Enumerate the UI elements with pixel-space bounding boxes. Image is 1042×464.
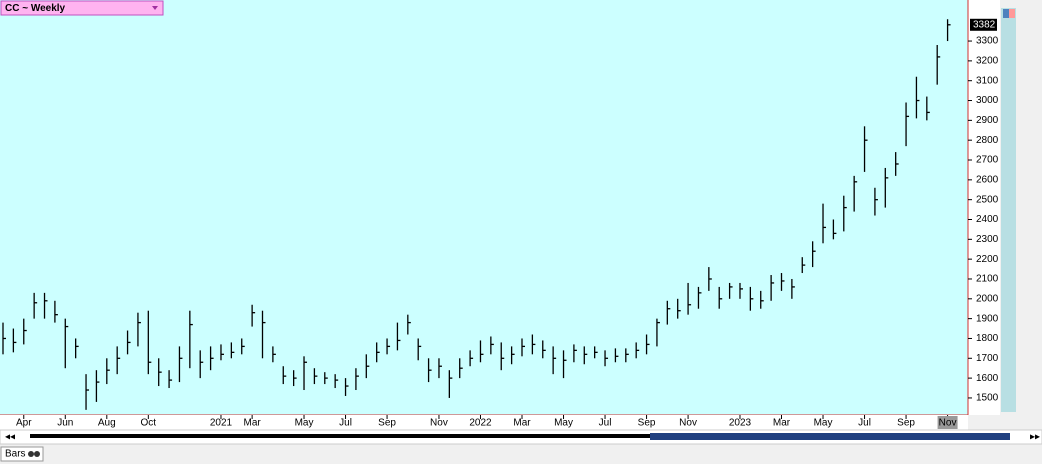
x-label-highlight [937,416,958,429]
x-tick-label: Aug [98,418,116,429]
y-tick-label: 2000 [976,293,999,304]
y-tick-label: 2300 [976,234,999,245]
x-tick-label: May [554,418,573,429]
x-tick-label: Nov [430,418,448,429]
price-axis [968,0,1000,415]
y-tick-label: 2200 [976,254,999,265]
x-tick-label: Mar [773,418,791,429]
mini-button[interactable] [1003,9,1009,18]
y-tick-label: 3300 [976,36,999,47]
side-scroll [1001,8,1016,412]
scroll-track [30,434,1010,438]
x-tick-label: May [295,418,314,429]
x-tick-label: Nov [939,418,957,429]
x-tick-label: Jul [599,418,612,429]
symbol-dropdown[interactable] [0,0,164,16]
y-tick-label: 1500 [976,393,999,404]
y-tick-label: 1900 [976,313,999,324]
x-tick-label: Sep [897,418,915,429]
tab-label: Bars [5,449,26,460]
x-tick-label: Mar [244,418,262,429]
y-tick-label: 1700 [976,353,999,364]
time-axis [0,415,968,430]
x-tick-label: Mar [513,418,531,429]
y-tick-label: 1800 [976,333,999,344]
y-tick-label: 3200 [976,56,999,67]
y-tick-label: 2900 [976,115,999,126]
y-tick-label: 3000 [976,95,999,106]
y-tick-label: 2500 [976,194,999,205]
last-price-box [970,18,997,31]
x-tick-label: Jul [858,418,871,429]
chart-title: CC ~ Weekly [5,3,66,14]
x-tick-label: Jul [339,418,352,429]
x-tick-label: 2023 [729,418,752,429]
x-tick-label: Oct [141,418,157,429]
x-tick-label: Sep [638,418,656,429]
y-tick-label: 1600 [976,373,999,384]
tab[interactable] [0,446,44,462]
x-tick-label: May [814,418,833,429]
x-tick-label: Sep [378,418,396,429]
y-tick-label: 2800 [976,135,999,146]
x-tick-label: 2022 [469,418,492,429]
dropdown-arrow[interactable] [152,6,158,10]
y-tick-label: 3100 [976,75,999,86]
x-tick-label: Apr [16,418,32,429]
y-tick-label: 2600 [976,174,999,185]
scroll-right[interactable]: ▸▸ [1030,432,1040,443]
y-tick-label: 2400 [976,214,999,225]
scroll-left[interactable]: ◂◂ [5,432,15,443]
x-tick-label: Nov [679,418,697,429]
x-tick-label: Jun [57,418,73,429]
mini-button[interactable] [1009,9,1015,18]
x-tick-label: 2021 [210,418,233,429]
tab-icon[interactable] [34,451,40,457]
y-tick-label: 2700 [976,155,999,166]
plot-area [0,0,968,415]
y-tick-label: 2100 [976,274,999,285]
tab-icon[interactable] [28,451,34,457]
scroll-thumb[interactable] [650,433,1010,440]
last-price-label: 3382 [973,19,996,30]
